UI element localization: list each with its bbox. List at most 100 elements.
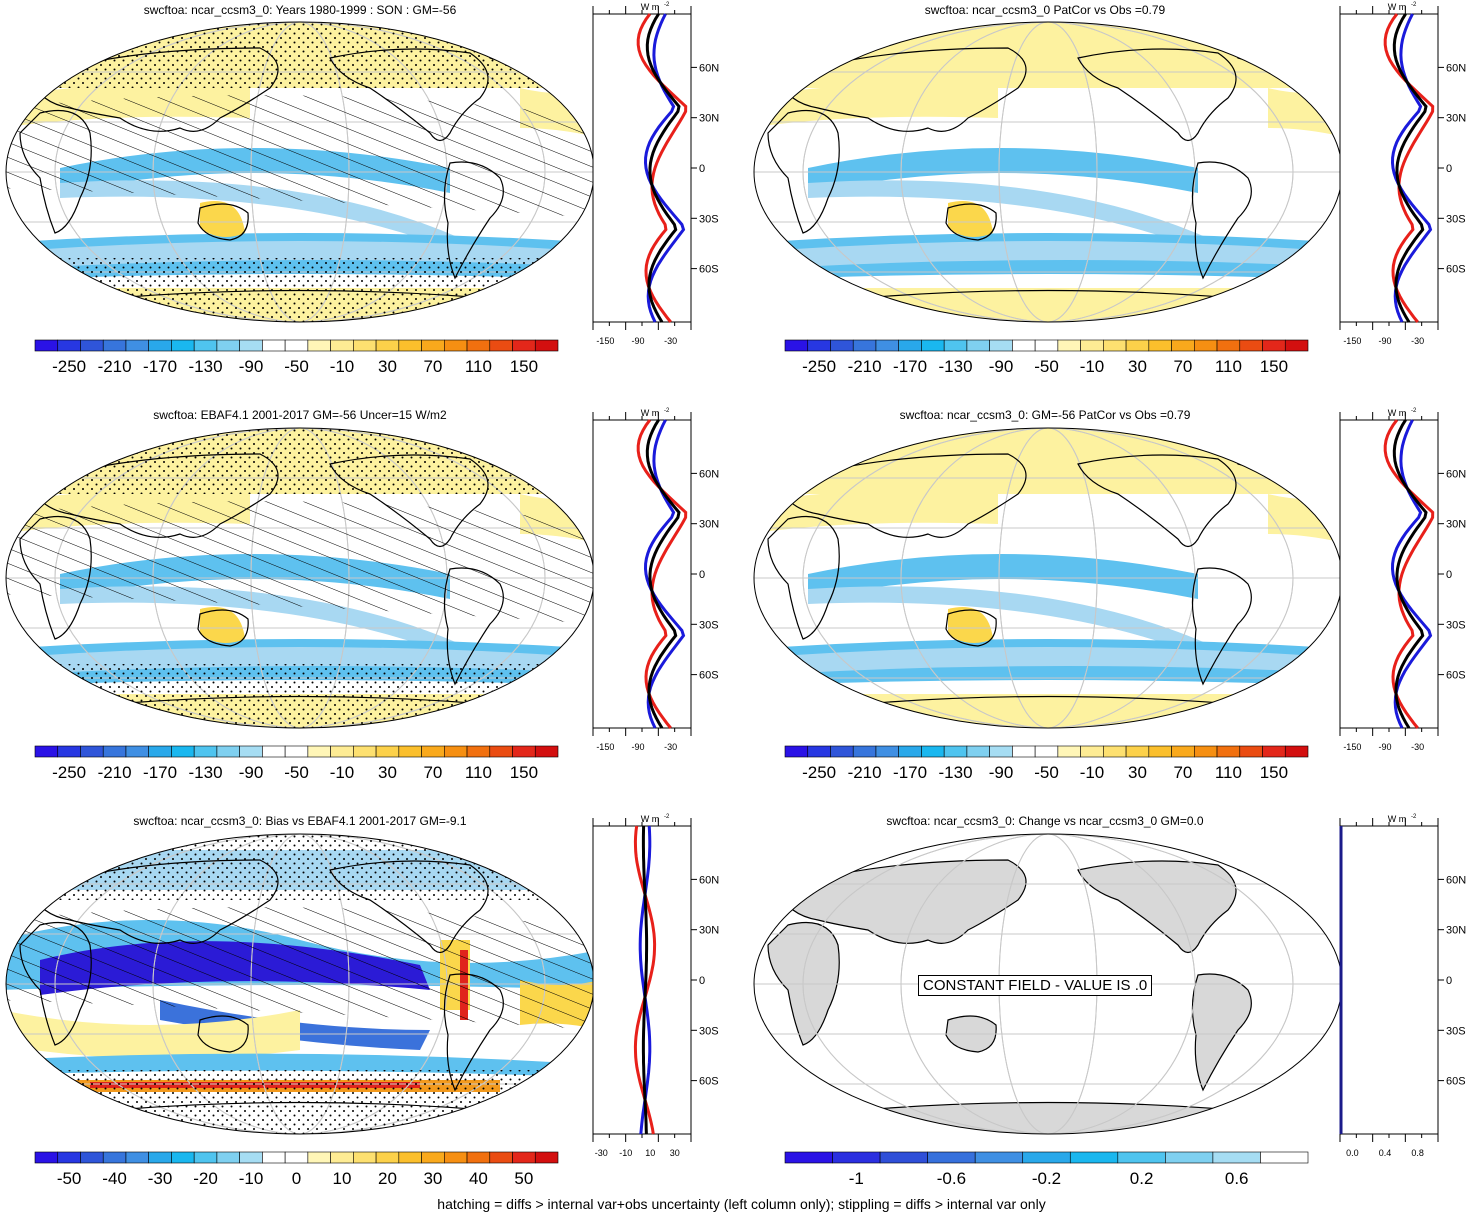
colorbar-box: [832, 1151, 881, 1164]
continent-eurasia: [777, 859, 1027, 944]
zonal-line-obs: [1390, 419, 1433, 729]
colorbar-box: [1262, 745, 1286, 758]
map-field: [754, 428, 1342, 728]
lat-tick-label: 30S: [699, 619, 719, 631]
zonal-line-obs: [1390, 13, 1433, 323]
lat-tick-label: 60S: [699, 1076, 719, 1088]
colorbar-box: [534, 1151, 559, 1164]
colorbar-box: [57, 1151, 81, 1164]
lat-tick-label: 0: [1446, 569, 1452, 581]
panel-title: swcftoa: ncar_ccsm3_0: Years 1980-1999 :…: [143, 3, 457, 17]
colorbar-box: [80, 745, 104, 758]
colorbar-box: [1260, 1151, 1309, 1164]
lat-tick-label: 60S: [1446, 670, 1466, 682]
colorbar-label: -250: [802, 763, 836, 782]
zonal-mean-plot: W m -2 60N 30N 0 30S 60S -150 -90 -30: [1339, 408, 1466, 752]
colorbar-label: 0.2: [1130, 1169, 1154, 1188]
colorbar-box: [171, 339, 195, 352]
colorbar-box: [852, 339, 877, 352]
zonal-line-reference: [1392, 419, 1428, 729]
zonal-xtick-label: -30: [595, 1148, 608, 1158]
colorbar-box: [1080, 745, 1104, 758]
colorbar-label: -40: [102, 1169, 127, 1188]
colorbar-box: [830, 745, 854, 758]
zonal-line-model: [633, 825, 657, 1135]
colorbar-box: [80, 1151, 104, 1164]
colorbar-label: -170: [143, 357, 177, 376]
lat-tick-label: 60N: [699, 874, 719, 886]
field-band: [948, 607, 993, 643]
zonal-line-reference: [1392, 13, 1428, 323]
zonal-xtick-label: -150: [596, 742, 614, 752]
colorbar-box: [943, 745, 968, 758]
lat-tick-label: 60N: [699, 468, 719, 480]
lat-tick-label: 30N: [1446, 519, 1466, 531]
lat-tick-label: 60N: [699, 62, 719, 74]
lat-tick-label: 0: [1446, 163, 1452, 175]
map-field: [6, 834, 594, 1134]
lat-tick-label: 30N: [699, 113, 719, 125]
colorbar-box: [444, 745, 468, 758]
continent-australia: [197, 1015, 249, 1053]
colorbar-box: [375, 745, 400, 758]
colorbar-box: [148, 1151, 172, 1164]
colorbar-label: 30: [378, 763, 397, 782]
colorbar-box: [125, 745, 149, 758]
colorbar-label: -250: [52, 357, 86, 376]
field-band: [948, 201, 993, 237]
colorbar-box: [421, 1151, 445, 1164]
colorbar-box: [398, 745, 422, 758]
map-bias: [5, 833, 595, 1135]
colorbar-box: [34, 745, 59, 758]
colorbar-box: [1103, 339, 1127, 352]
colorbar-box: [57, 745, 81, 758]
zonal-xtick-label: -10: [619, 1148, 632, 1158]
colorbar-box: [1022, 1151, 1071, 1164]
field-band: [200, 607, 245, 643]
lat-tick-label: 30N: [699, 519, 719, 531]
zonal-unit-exponent: -2: [1411, 814, 1417, 820]
map-obs-climatology: [5, 427, 595, 729]
zonal-xtick-label: 0.0: [1346, 1148, 1359, 1158]
zonal-unit-exponent: -2: [664, 408, 670, 414]
zonal-line-model: [1383, 13, 1435, 323]
graticule: [754, 834, 1342, 1134]
colorbar-label: -50: [284, 763, 309, 782]
colorbar-box: [1117, 1151, 1166, 1164]
colorbar-box: [307, 339, 331, 352]
colorbar-box: [1194, 745, 1218, 758]
field-band: [778, 241, 1318, 268]
colorbar-box: [466, 339, 491, 352]
lat-tick-label: 60S: [1446, 264, 1466, 276]
continent-australia: [197, 203, 249, 241]
colorbar-box: [830, 339, 854, 352]
colorbar-label: 30: [378, 357, 397, 376]
colorbar-box: [489, 745, 513, 758]
colorbar-box: [966, 745, 990, 758]
zonal-unit-label: W m: [641, 2, 660, 12]
colorbar-box: [1262, 339, 1286, 352]
colorbar-box: [1012, 745, 1036, 758]
colorbar-box: [1080, 339, 1104, 352]
zonal-line-reference: [645, 419, 681, 729]
colorbar-box: [353, 1151, 377, 1164]
colorbar-box: [1057, 745, 1081, 758]
map-model-patcor: [753, 21, 1343, 323]
colorbar-label: -50: [57, 1169, 82, 1188]
zonal-line-obs: [643, 419, 686, 729]
colorbar-label: -250: [52, 763, 86, 782]
colorbar-box: [125, 1151, 149, 1164]
lat-tick-label: 0: [699, 163, 705, 175]
colorbar-box: [125, 339, 149, 352]
zonal-mean-plot: W m -2 60N 30N 0 30S 60S -30 -10 10 30: [592, 814, 719, 1158]
colorbar-box: [1216, 339, 1241, 352]
colorbar-label: 30: [423, 1169, 442, 1188]
colorbar-box: [284, 339, 309, 352]
colorbar-box: [193, 339, 218, 352]
colorbar-box: [216, 745, 240, 758]
zonal-unit-label: W m: [1388, 408, 1407, 418]
colorbar-box: [398, 1151, 422, 1164]
colorbar-box: [1239, 339, 1263, 352]
colorbar-label: -50: [1034, 357, 1059, 376]
colorbar-box: [398, 339, 422, 352]
